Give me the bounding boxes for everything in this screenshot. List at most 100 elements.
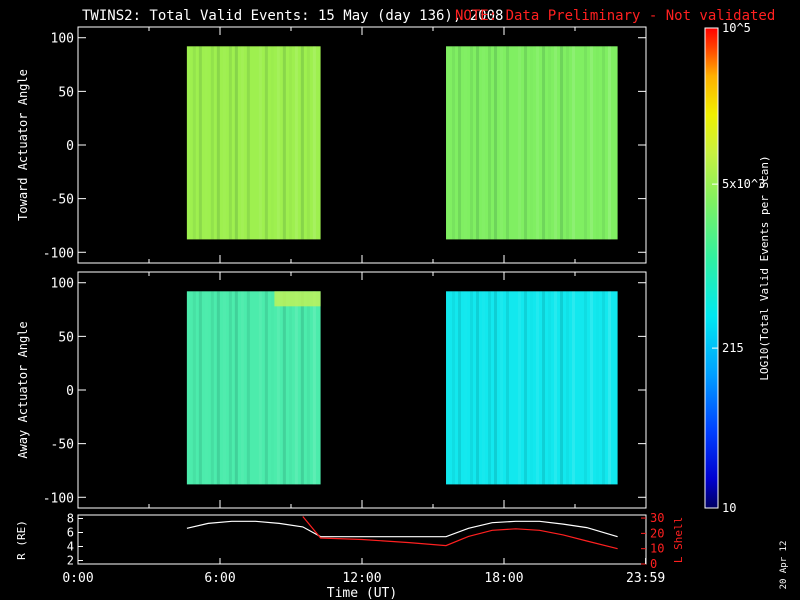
away-axis-label: Away Actuator Angle bbox=[16, 321, 30, 458]
away-stripe bbox=[187, 291, 190, 484]
radius-axis-label: R (RE) bbox=[15, 520, 28, 560]
toward-stripe bbox=[470, 46, 474, 240]
away-stripe bbox=[488, 291, 492, 485]
lshell-ytick-label: 10 bbox=[650, 542, 664, 556]
colorbar-label: LOG10(Total Valid Events per Scan) bbox=[758, 155, 771, 380]
toward-stripe bbox=[500, 46, 504, 240]
toward-stripe bbox=[271, 46, 274, 239]
away-stripe bbox=[458, 291, 462, 485]
toward-stripe bbox=[590, 46, 594, 240]
away-stripe bbox=[542, 291, 546, 485]
away-ytick-label: 0 bbox=[66, 384, 74, 399]
away-hot-region bbox=[274, 291, 321, 307]
away-stripe bbox=[482, 291, 485, 484]
toward-stripe bbox=[464, 46, 467, 239]
toward-axis-label: Toward Actuator Angle bbox=[16, 69, 30, 221]
radius-ytick-label: 4 bbox=[67, 540, 74, 554]
toward-stripe bbox=[312, 46, 316, 240]
toward-stripe bbox=[524, 46, 528, 240]
preliminary-note: NOTE: Data Preliminary - Not validated bbox=[455, 8, 776, 24]
away-stripe bbox=[518, 291, 522, 485]
toward-stripe bbox=[289, 46, 292, 239]
toward-stripe bbox=[300, 46, 304, 240]
away-stripe bbox=[530, 291, 533, 484]
toward-stripe bbox=[264, 46, 268, 240]
away-stripe bbox=[572, 291, 576, 485]
toward-ytick-label: -100 bbox=[43, 246, 74, 261]
time-xtick-label: 0:00 bbox=[62, 571, 93, 586]
time-xtick-label: 6:00 bbox=[204, 571, 235, 586]
away-ytick-label: 50 bbox=[58, 330, 74, 345]
away-stripe bbox=[500, 291, 504, 485]
away-stripe bbox=[258, 291, 262, 485]
away-ytick-label: -50 bbox=[51, 438, 74, 453]
radius-series-line bbox=[186, 520, 618, 538]
away-stripe bbox=[282, 291, 286, 485]
toward-stripe bbox=[512, 46, 515, 239]
away-stripe bbox=[554, 291, 558, 485]
toward-stripe bbox=[578, 46, 581, 239]
colorbar: 10^5 5x10^3 215 10 LOG10(Total Valid Events… bbox=[704, 21, 771, 515]
toward-stripe bbox=[596, 46, 599, 239]
radius-ytick-label: 6 bbox=[67, 526, 74, 540]
away-stripe bbox=[300, 291, 304, 485]
colorbar-tick-label: 10 bbox=[722, 501, 736, 515]
toward-stripe bbox=[452, 46, 456, 240]
away-panel: 100 50 0 -50 -100 Away Actuator Angle bbox=[16, 271, 647, 509]
away-stripe bbox=[306, 291, 310, 485]
away-data-block-1 bbox=[186, 291, 321, 485]
toward-stripe bbox=[608, 46, 612, 240]
away-stripe bbox=[548, 291, 551, 484]
colorbar-tick-label: 215 bbox=[722, 341, 744, 355]
away-stripe bbox=[476, 291, 480, 485]
toward-ytick-label: -50 bbox=[51, 193, 74, 208]
away-stripe bbox=[566, 291, 570, 485]
toward-ytick-label: 50 bbox=[58, 85, 74, 100]
away-stripe bbox=[312, 291, 316, 485]
colorbar-tick-label: 10^5 bbox=[722, 21, 751, 35]
lshell-axis-label: L Shell bbox=[672, 517, 685, 563]
toward-stripe bbox=[223, 46, 226, 239]
toward-stripe bbox=[536, 46, 540, 240]
toward-stripe bbox=[518, 46, 522, 240]
away-stripe bbox=[205, 291, 208, 484]
away-stripe bbox=[470, 291, 474, 485]
away-stripe bbox=[240, 291, 244, 485]
toward-stripe bbox=[187, 46, 190, 239]
toward-stripe bbox=[554, 46, 558, 240]
toward-stripe bbox=[476, 46, 480, 240]
away-stripe bbox=[506, 291, 510, 485]
toward-stripe bbox=[306, 46, 310, 240]
away-stripe bbox=[264, 291, 268, 485]
away-stripe bbox=[602, 291, 606, 485]
colorbar-gradient bbox=[704, 27, 719, 509]
away-stripe bbox=[584, 291, 588, 485]
toward-stripe bbox=[560, 46, 564, 240]
away-stripe bbox=[216, 291, 220, 485]
away-stripe bbox=[253, 291, 256, 484]
radius-ytick-label: 2 bbox=[67, 554, 74, 568]
plot-title: TWINS2: Total Valid Events: 15 May (day … bbox=[82, 8, 504, 24]
toward-stripe bbox=[602, 46, 606, 240]
away-stripe bbox=[198, 291, 202, 485]
away-stripe bbox=[446, 291, 449, 484]
toward-panel: 100 50 0 -50 -100 Toward Actuator Angle bbox=[16, 26, 647, 264]
lshell-series-line bbox=[302, 516, 618, 550]
away-stripe bbox=[192, 291, 196, 485]
away-stripe bbox=[524, 291, 528, 485]
away-stripe bbox=[210, 291, 214, 485]
toward-stripe bbox=[192, 46, 196, 240]
toward-stripe bbox=[294, 46, 298, 240]
toward-stripe bbox=[282, 46, 286, 240]
toward-stripe bbox=[566, 46, 570, 240]
toward-stripe bbox=[506, 46, 510, 240]
toward-stripe bbox=[253, 46, 256, 239]
time-xtick-label: 18:00 bbox=[484, 571, 523, 586]
away-ytick-label: -100 bbox=[43, 491, 74, 506]
away-stripe bbox=[560, 291, 564, 485]
toward-stripe bbox=[488, 46, 492, 240]
toward-stripe bbox=[584, 46, 588, 240]
lshell-ytick-label: 0 bbox=[650, 557, 657, 571]
